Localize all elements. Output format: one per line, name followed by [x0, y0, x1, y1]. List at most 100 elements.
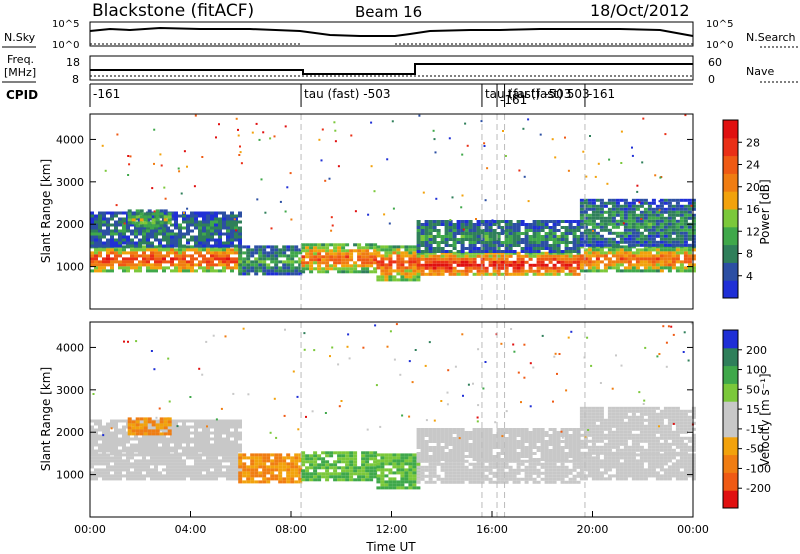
- data-cell: [488, 437, 493, 440]
- data-cell: [309, 457, 314, 461]
- data-cell: [118, 232, 122, 236]
- data-cell: [540, 254, 545, 258]
- data-cell: [114, 434, 118, 438]
- data-cell: [158, 229, 162, 233]
- data-cell: [679, 237, 684, 241]
- data-cell: [138, 440, 142, 444]
- data-cell: [182, 269, 186, 273]
- data-cell: [290, 477, 295, 481]
- data-cell: [333, 243, 338, 247]
- data-cell: [544, 238, 549, 241]
- data-cell: [615, 257, 620, 261]
- data-cell: [118, 248, 122, 252]
- data-cell: [687, 269, 692, 273]
- data-cell: [170, 477, 174, 481]
- data-cell: [396, 272, 401, 276]
- data-cell: [548, 452, 553, 455]
- data-cell: [416, 232, 421, 235]
- data-cell: [667, 225, 672, 229]
- data-cell: [214, 446, 218, 450]
- data-cell: [679, 453, 684, 457]
- data-cell: [182, 428, 186, 432]
- data-cell: [234, 263, 238, 267]
- data-cell: [472, 251, 477, 255]
- data-cell: [500, 440, 505, 443]
- data-cell: [278, 254, 283, 258]
- data-cell: [659, 263, 664, 267]
- data-cell: [647, 453, 652, 457]
- data-cell: [162, 232, 166, 236]
- data-cell: [583, 222, 588, 226]
- data-cell: [98, 217, 102, 221]
- data-cell: [432, 238, 437, 241]
- data-cell: [361, 249, 366, 253]
- data-cell: [572, 434, 577, 437]
- data-cell: [274, 257, 279, 261]
- data-cell: [595, 427, 600, 431]
- data-cell: [333, 475, 338, 479]
- data-cell: [432, 449, 437, 452]
- data-cell: [301, 454, 306, 458]
- data-cell: [167, 423, 172, 427]
- data-cell: [468, 452, 473, 455]
- data-cell: [508, 465, 513, 469]
- data-cell: [560, 440, 565, 443]
- data-cell: [158, 428, 162, 432]
- data-cell: [627, 468, 632, 472]
- data-cell: [190, 266, 194, 270]
- data-cell: [496, 266, 501, 270]
- data-cell: [286, 453, 291, 457]
- data-cell: [146, 465, 150, 469]
- data-cell: [619, 448, 624, 452]
- data-cell: [635, 415, 640, 419]
- data-cell: [313, 466, 318, 470]
- data-cell: [98, 266, 102, 270]
- data-cell: [130, 263, 134, 267]
- data-cell: [456, 431, 461, 434]
- data-cell: [238, 443, 242, 447]
- data-cell: [150, 244, 154, 248]
- data-cell: [270, 257, 275, 261]
- data-cell: [591, 231, 596, 235]
- data-cell: [270, 477, 275, 481]
- data-cell: [472, 434, 477, 437]
- data-cell: [222, 443, 226, 447]
- data-cell: [325, 249, 330, 253]
- data-cell: [98, 422, 102, 426]
- data-cell: [683, 459, 688, 463]
- data-cell: [579, 237, 584, 241]
- data-cell: [432, 480, 437, 484]
- noise-point: [183, 150, 186, 153]
- data-cell: [282, 459, 287, 463]
- data-cell: [667, 245, 672, 249]
- data-cell: [270, 248, 275, 252]
- data-cell: [587, 448, 592, 452]
- data-cell: [412, 468, 417, 472]
- data-cell: [222, 211, 226, 215]
- data-cell: [282, 254, 287, 258]
- data-cell: [298, 456, 303, 460]
- data-cell: [448, 468, 453, 472]
- data-cell: [504, 431, 509, 434]
- data-cell: [365, 478, 370, 482]
- data-cell: [428, 459, 433, 463]
- data-cell: [583, 207, 588, 211]
- data-cell: [572, 244, 577, 247]
- data-cell: [214, 238, 218, 242]
- data-cell: [579, 409, 584, 413]
- data-cell: [376, 254, 381, 258]
- data-cell: [408, 453, 413, 457]
- data-cell: [250, 266, 255, 270]
- data-cell: [476, 452, 481, 455]
- data-cell: [631, 471, 636, 475]
- data-cell: [400, 486, 405, 490]
- data-cell: [122, 232, 126, 236]
- data-cell: [583, 219, 588, 223]
- data-cell: [238, 465, 243, 469]
- data-cell: [198, 422, 202, 426]
- data-cell: [564, 244, 569, 247]
- data-cell: [404, 260, 409, 264]
- data-cell: [456, 449, 461, 452]
- data-cell: [313, 246, 318, 250]
- data-cell: [218, 235, 222, 239]
